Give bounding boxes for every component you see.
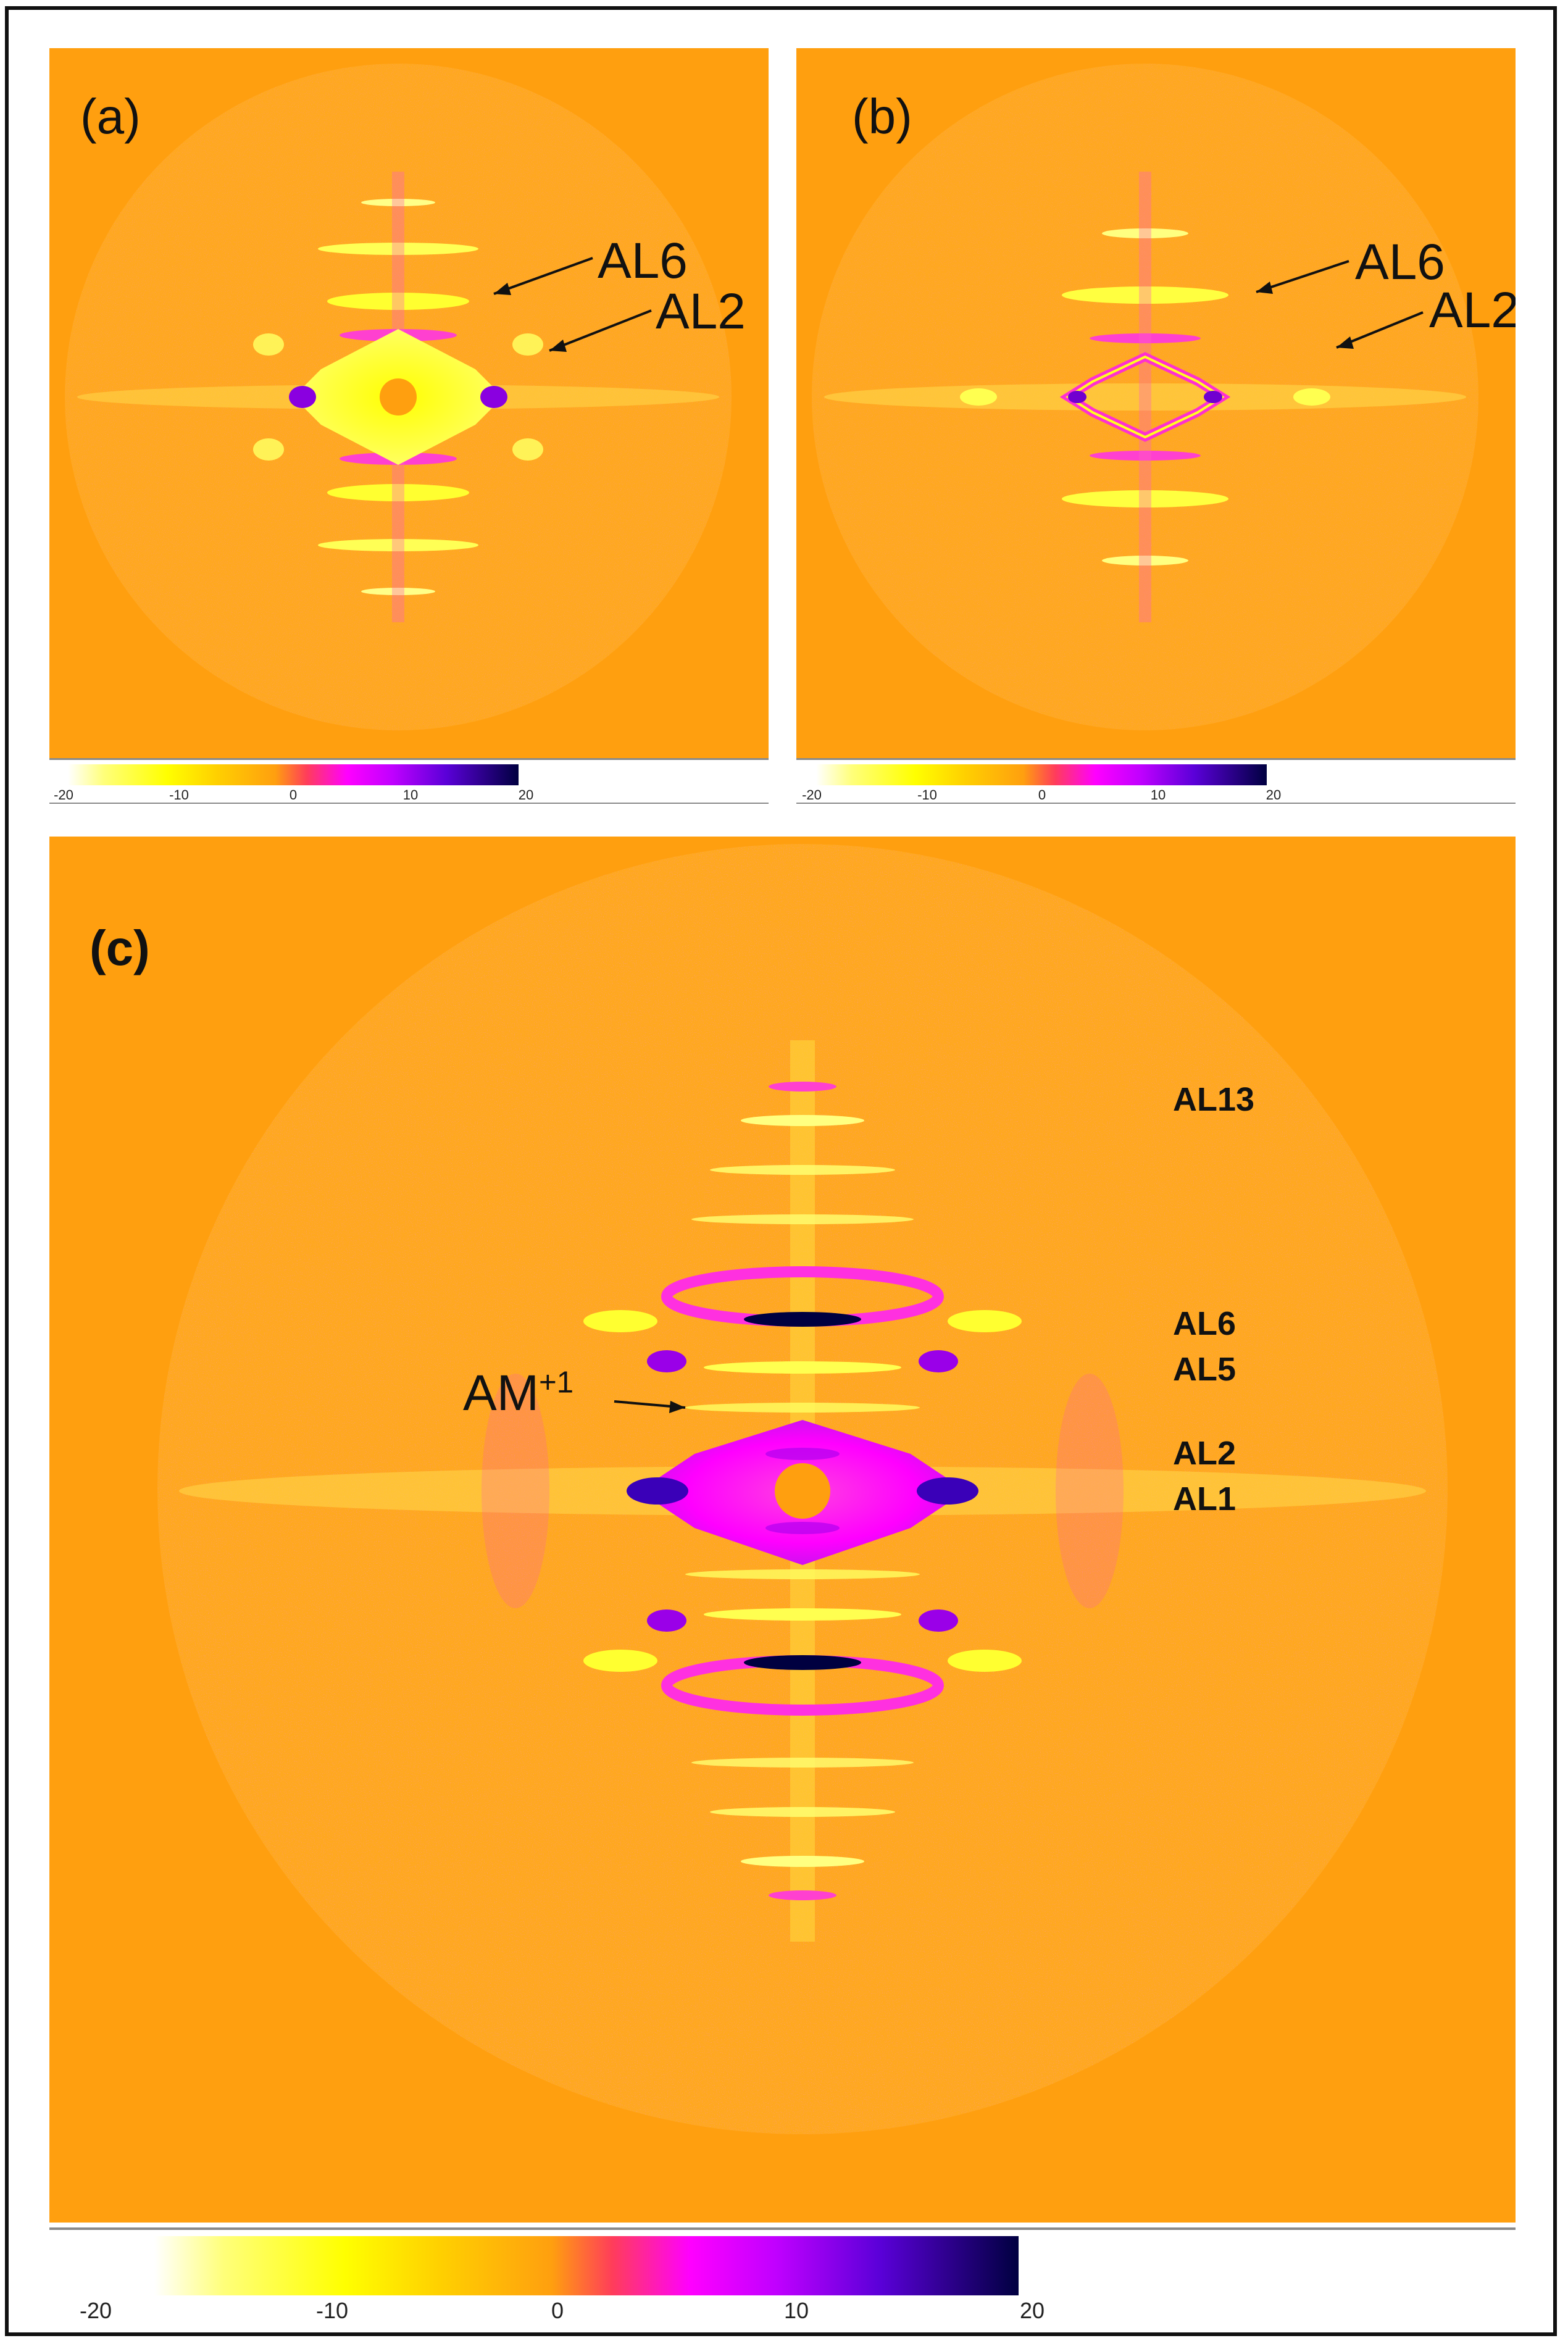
panel-c-scale-divider <box>49 2227 1516 2230</box>
panel-a-scale-bottom <box>49 803 769 804</box>
panel-b-label: (b) <box>852 89 912 144</box>
panel-c-pattern <box>157 844 1448 2134</box>
panel-a: (a) AL6 AL2 <box>49 48 769 758</box>
panel-c-arrow <box>614 1400 686 1413</box>
panel-a-tick-10: 10 <box>402 787 419 803</box>
panel-b: (b) AL6 AL2 <box>796 48 1516 758</box>
panel-c-arrow-label-sup: +1 <box>539 1365 574 1400</box>
panel-b-arrows <box>1256 260 1424 349</box>
panel-a-annotation-al6: AL6 <box>598 233 688 289</box>
panel-a-annotation-al2: AL2 <box>656 283 746 340</box>
panel-c: (c) AL13 AL6 AL5 AL2 AL1 AM+1 <box>49 837 1516 2223</box>
panel-a-pattern <box>65 64 732 730</box>
panel-b-annotation-al2: AL2 <box>1429 282 1516 338</box>
panel-a-tick-20: 20 <box>518 787 534 803</box>
panel-c-tick-0: 0 <box>551 2298 564 2323</box>
panel-b-pattern <box>812 64 1478 730</box>
panel-c-annotation-al13: AL13 <box>1173 1081 1255 1118</box>
panel-a-tick-m10: -10 <box>169 787 189 803</box>
panel-a-label: (a) <box>80 89 141 144</box>
panel-c-annotation-al2: AL2 <box>1173 1435 1236 1472</box>
panel-b-tick-20: 20 <box>1266 787 1282 803</box>
panel-c-colorbar <box>154 2236 1019 2295</box>
panel-b-tick-0: 0 <box>1038 787 1046 803</box>
panel-c-tick-m10: -10 <box>315 2298 349 2323</box>
panel-b-tick-m10: -10 <box>917 787 937 803</box>
panel-c-arrow-label-base: AM <box>463 1365 539 1421</box>
panel-a-arrows <box>493 257 652 352</box>
panel-b-scale-divider <box>796 758 1516 760</box>
panel-b-annotation-al6: AL6 <box>1355 234 1445 290</box>
panel-c-annotation-al6: AL6 <box>1173 1305 1236 1342</box>
panel-c-annotation-al1: AL1 <box>1173 1480 1236 1517</box>
panel-c-tick-20: 20 <box>1019 2298 1045 2323</box>
panel-a-colorbar <box>68 764 519 785</box>
panel-b-tick-10: 10 <box>1150 787 1166 803</box>
panel-b-tick-m20: -20 <box>802 787 822 803</box>
panel-a-tick-0: 0 <box>289 787 298 803</box>
panel-b-scale-bottom <box>796 803 1516 804</box>
panel-c-label: (c) <box>90 920 150 975</box>
panel-a-tick-m20: -20 <box>54 787 73 803</box>
panel-c-annotation-al5: AL5 <box>1173 1351 1236 1388</box>
panel-a-scale-divider <box>49 758 769 760</box>
panel-c-tick-10: 10 <box>783 2298 809 2323</box>
panel-c-arrow-label: AM+1 <box>463 1364 573 1422</box>
panel-c-tick-m20: -20 <box>79 2298 112 2323</box>
panel-b-colorbar <box>816 764 1267 785</box>
